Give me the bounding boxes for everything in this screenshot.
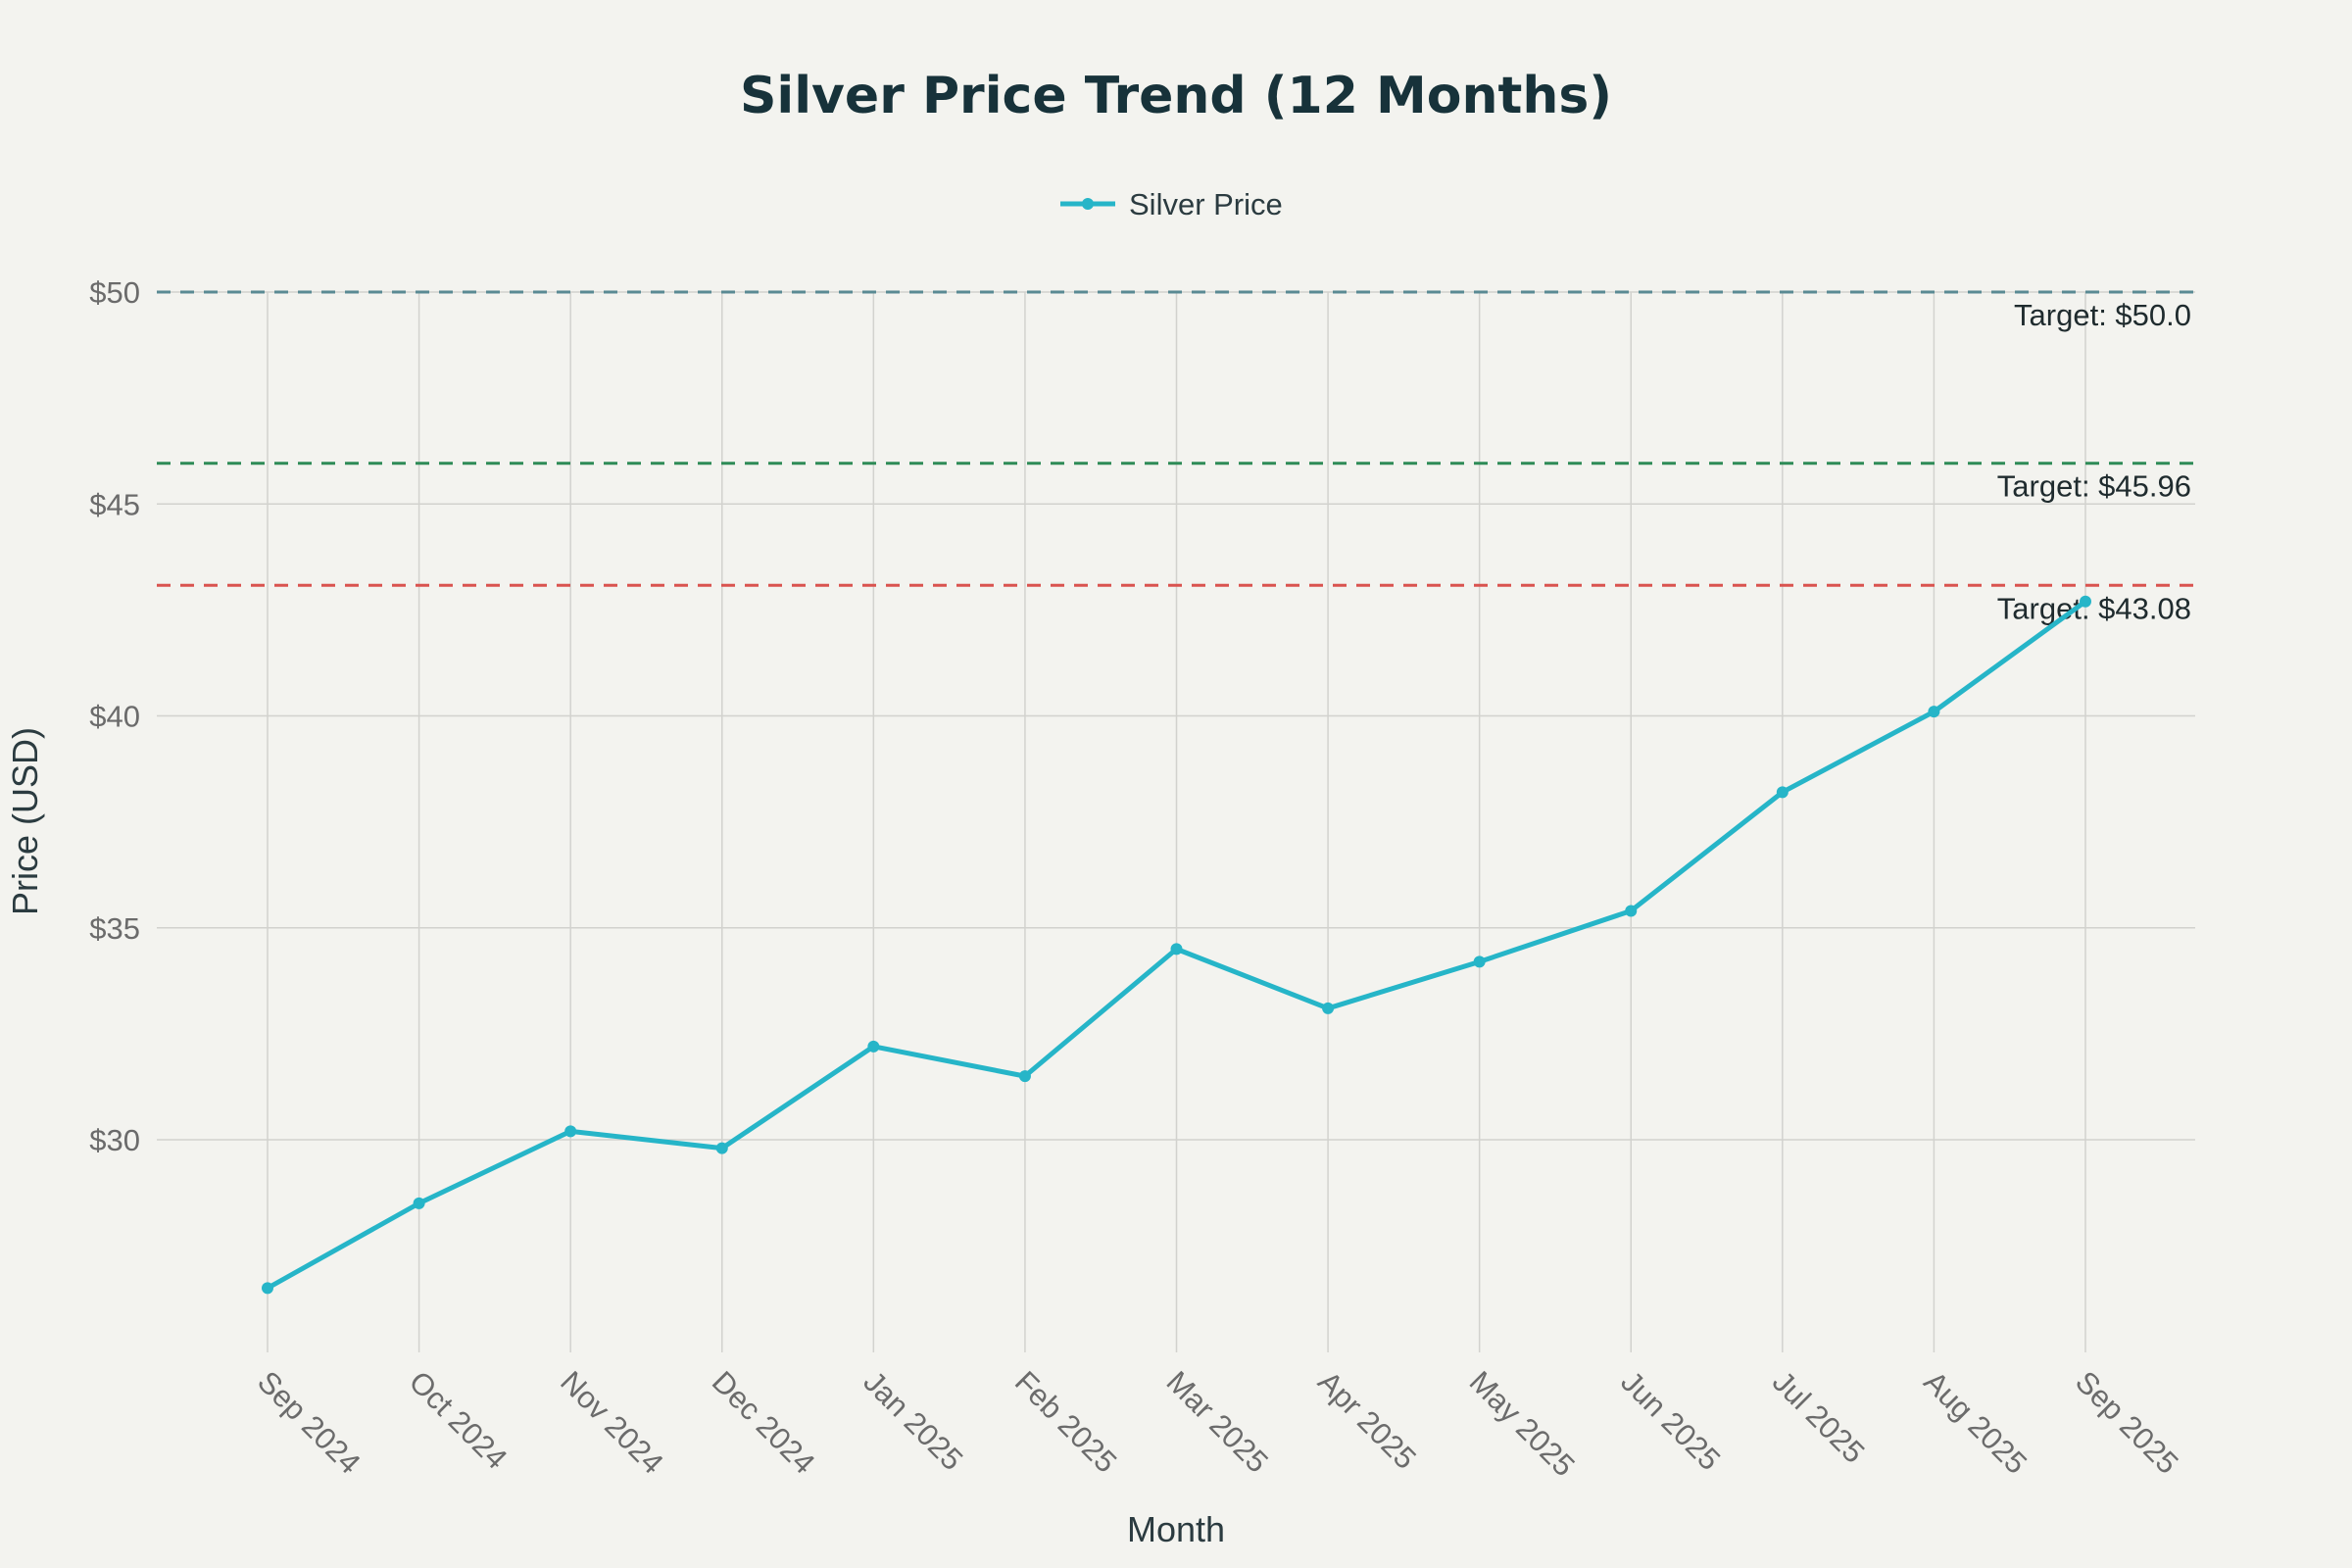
x-tick-label: May 2025 xyxy=(1463,1364,1582,1483)
data-point xyxy=(1473,956,1486,968)
x-tick-label: Jan 2025 xyxy=(857,1364,969,1477)
x-tick-label: Apr 2025 xyxy=(1311,1364,1423,1476)
x-tick-label: Nov 2024 xyxy=(554,1364,670,1481)
data-point xyxy=(2080,595,2091,608)
target-lines: Target: $50.0 Target: $45.96 Target: $43.0… xyxy=(157,290,2195,625)
x-tick-label: Feb 2025 xyxy=(1008,1364,1123,1479)
x-tick-label: Jun 2025 xyxy=(1614,1364,1727,1477)
data-point xyxy=(1018,1070,1031,1083)
data-point xyxy=(1322,1002,1335,1014)
y-tick-label: $35 xyxy=(89,911,140,946)
x-tick-label: Mar 2025 xyxy=(1160,1364,1275,1479)
target-label: Target: $50.0 xyxy=(2014,298,2191,332)
legend-label-silver-price: Silver Price xyxy=(1129,187,1283,221)
x-tick-label: Sep 2025 xyxy=(2069,1364,2185,1481)
x-axis-ticks: Sep 2024 Oct 2024 Nov 2024 Dec 2024 Jan 2025… xyxy=(251,1364,2185,1483)
series-silver-price xyxy=(262,595,2091,1295)
y-axis-title: Price (USD) xyxy=(5,727,45,915)
legend[interactable]: Silver Price xyxy=(1060,187,1283,221)
y-axis-ticks: $30 $35 $40 $45 $50 xyxy=(89,275,140,1157)
x-axis-title: Month xyxy=(1127,1509,1225,1549)
chart-title: Silver Price Trend (12 Months) xyxy=(740,67,1612,125)
x-tick-label: Jul 2025 xyxy=(1766,1364,1872,1470)
y-tick-label: $40 xyxy=(89,700,140,734)
x-tick-label: Oct 2024 xyxy=(403,1364,514,1476)
x-tick-label: Aug 2025 xyxy=(1917,1364,2034,1481)
data-point xyxy=(413,1197,425,1209)
data-point xyxy=(1170,943,1183,956)
data-point xyxy=(867,1040,880,1053)
data-point xyxy=(715,1142,728,1154)
y-tick-label: $50 xyxy=(89,275,140,310)
y-tick-label: $30 xyxy=(89,1123,140,1157)
grid xyxy=(157,291,2195,1352)
target-label: Target: $43.08 xyxy=(1997,591,2191,625)
x-tick-label: Dec 2024 xyxy=(706,1364,822,1481)
data-point xyxy=(1625,905,1638,917)
data-point xyxy=(564,1125,577,1138)
target-label: Target: $45.96 xyxy=(1997,469,2191,504)
data-point xyxy=(1928,706,1940,718)
y-tick-label: $45 xyxy=(89,487,140,521)
data-point xyxy=(1776,786,1788,799)
x-tick-label: Sep 2024 xyxy=(251,1364,368,1481)
data-point xyxy=(262,1282,273,1295)
legend-dot-marker xyxy=(1082,198,1094,210)
